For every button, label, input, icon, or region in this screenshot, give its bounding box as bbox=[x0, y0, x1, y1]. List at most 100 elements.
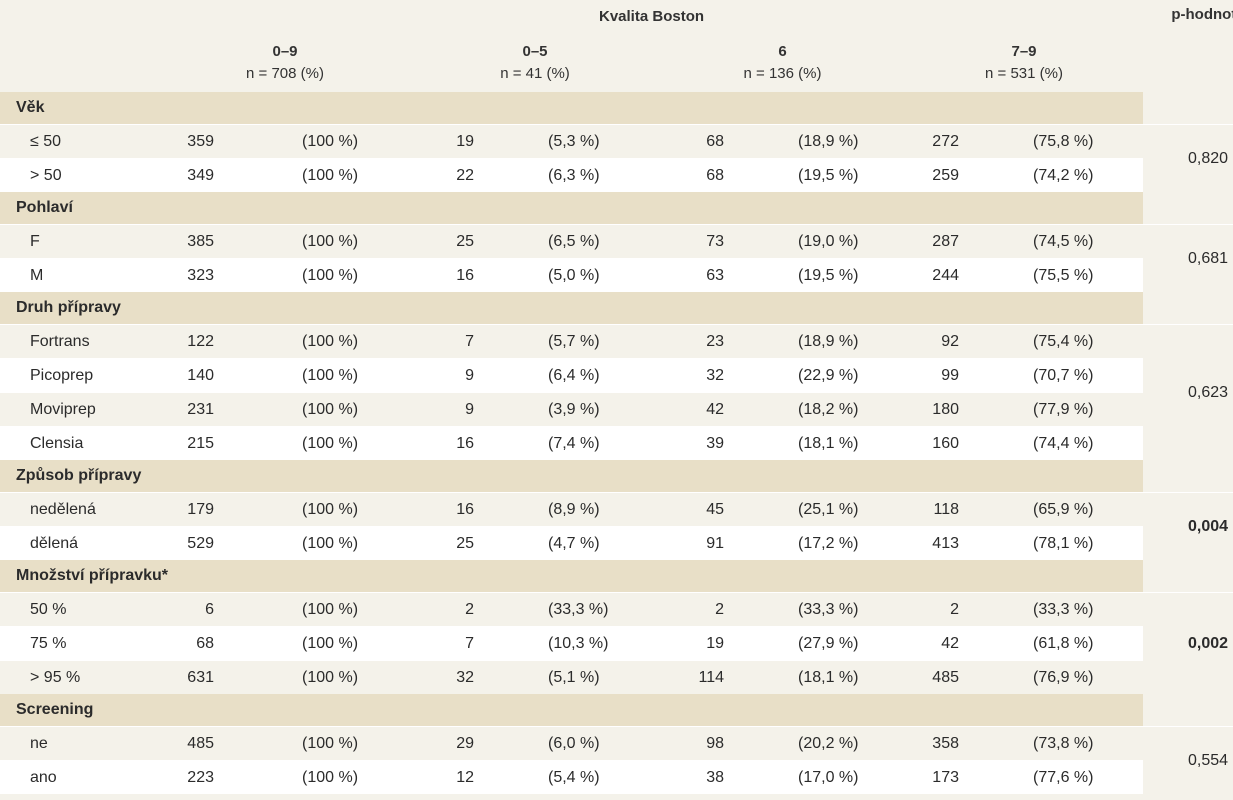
pvalue-header: p-hodnota bbox=[1171, 6, 1233, 23]
percent-cell: (76,9 %) bbox=[965, 660, 1144, 694]
row-label: M bbox=[0, 258, 160, 292]
percent-cell: (74,5 %) bbox=[965, 224, 1144, 259]
pvalue-cell: 0,002 bbox=[1143, 592, 1233, 694]
section-title: Způsob přípravy bbox=[0, 460, 1144, 493]
count-cell: 29 bbox=[410, 726, 480, 761]
percent-cell: (27,9 %) bbox=[730, 626, 905, 661]
percent-cell: (77,9 %) bbox=[965, 392, 1144, 427]
percent-cell: (4,7 %) bbox=[480, 526, 660, 560]
pvalue-cell: 0,820 bbox=[1143, 124, 1233, 192]
table-row: F 385 (100 %) 25 (6,5 %) 73 (19,0 %) 287 (74,5 %… bbox=[0, 224, 1233, 292]
row-label: dělená bbox=[0, 526, 160, 560]
percent-cell: (100 %) bbox=[220, 526, 410, 560]
count-cell: 259 bbox=[905, 158, 965, 192]
table-row: ne 485 (100 %) 29 (6,0 %) 98 (20,2 %) 358 (73,8 … bbox=[0, 726, 1233, 794]
empty-corner bbox=[0, 0, 160, 33]
percent-cell: (19,5 %) bbox=[730, 258, 905, 292]
percent-cell: (8,9 %) bbox=[480, 492, 660, 527]
pvalue-spacer bbox=[1143, 460, 1233, 493]
section-title: Množství přípravku* bbox=[0, 560, 1144, 593]
percent-cell: (100 %) bbox=[220, 392, 410, 427]
row-label: Moviprep bbox=[0, 392, 160, 427]
count-cell: 223 bbox=[160, 760, 220, 794]
count-cell: 2 bbox=[410, 592, 480, 627]
percent-cell: (74,4 %) bbox=[965, 426, 1144, 460]
row-label: > 50 bbox=[0, 158, 160, 192]
table-row: Picoprep 140 (100 %) 9 (6,4 %) 32 (22,9 %) 99 (7… bbox=[0, 358, 1233, 393]
count-cell: 25 bbox=[410, 224, 480, 259]
count-cell: 413 bbox=[905, 526, 965, 560]
count-cell: 99 bbox=[905, 358, 965, 393]
count-cell: 42 bbox=[660, 392, 730, 427]
percent-cell: (18,1 %) bbox=[730, 660, 905, 694]
section-row: Druh přípravy bbox=[0, 292, 1233, 325]
section-title: Věk bbox=[0, 92, 1144, 125]
count-cell: 16 bbox=[410, 426, 480, 460]
count-cell: 122 bbox=[160, 324, 220, 359]
pvalue-cell: 0,554 bbox=[1143, 726, 1233, 794]
count-cell: 42 bbox=[905, 626, 965, 661]
count-cell: 358 bbox=[905, 726, 965, 761]
count-cell: 272 bbox=[905, 124, 965, 159]
empty-corner-2 bbox=[0, 33, 160, 92]
group-title: Kvalita Boston bbox=[599, 8, 705, 25]
percent-cell: (6,5 %) bbox=[480, 224, 660, 259]
percent-cell: (73,8 %) bbox=[965, 726, 1144, 761]
percent-cell: (10,3 %) bbox=[480, 626, 660, 661]
column-header-1: 0–9 n = 708 (%) bbox=[160, 33, 410, 92]
table-row: Fortrans 122 (100 %) 7 (5,7 %) 23 (18,9 %) 92 (7… bbox=[0, 324, 1233, 460]
percent-cell: (17,0 %) bbox=[730, 760, 905, 794]
percent-cell: (100 %) bbox=[220, 258, 410, 292]
percent-cell: (33,3 %) bbox=[480, 592, 660, 627]
pvalue-cell: 0,681 bbox=[1143, 224, 1233, 292]
count-cell: 22 bbox=[410, 158, 480, 192]
count-cell: 25 bbox=[410, 526, 480, 560]
table-row: dělená 529 (100 %) 25 (4,7 %) 91 (17,2 %) 413 (7… bbox=[0, 526, 1233, 560]
row-label: Picoprep bbox=[0, 358, 160, 393]
count-cell: 287 bbox=[905, 224, 965, 259]
percent-cell: (78,1 %) bbox=[965, 526, 1144, 560]
count-cell: 19 bbox=[410, 124, 480, 159]
percent-cell: (7,4 %) bbox=[480, 426, 660, 460]
percent-cell: (65,9 %) bbox=[965, 492, 1144, 527]
percent-cell: (100 %) bbox=[220, 358, 410, 393]
table-row: > 50 349 (100 %) 22 (6,3 %) 68 (19,5 %) 259 (74,… bbox=[0, 158, 1233, 192]
count-cell: 385 bbox=[160, 224, 220, 259]
percent-cell: (33,3 %) bbox=[730, 592, 905, 627]
count-cell: 16 bbox=[410, 492, 480, 527]
count-cell: 173 bbox=[905, 760, 965, 794]
row-label: Fortrans bbox=[0, 324, 160, 359]
count-cell: 32 bbox=[410, 660, 480, 694]
percent-cell: (6,0 %) bbox=[480, 726, 660, 761]
count-cell: 180 bbox=[905, 392, 965, 427]
count-cell: 114 bbox=[660, 660, 730, 694]
count-cell: 92 bbox=[905, 324, 965, 359]
count-cell: 38 bbox=[660, 760, 730, 794]
count-cell: 98 bbox=[660, 726, 730, 761]
count-cell: 9 bbox=[410, 392, 480, 427]
percent-cell: (100 %) bbox=[220, 660, 410, 694]
percent-cell: (5,1 %) bbox=[480, 660, 660, 694]
percent-cell: (17,2 %) bbox=[730, 526, 905, 560]
count-cell: 73 bbox=[660, 224, 730, 259]
count-cell: 349 bbox=[160, 158, 220, 192]
count-cell: 32 bbox=[660, 358, 730, 393]
count-cell: 68 bbox=[160, 626, 220, 661]
percent-cell: (100 %) bbox=[220, 760, 410, 794]
count-cell: 244 bbox=[905, 258, 965, 292]
column-range: 0–5 bbox=[522, 42, 548, 60]
row-label: 75 % bbox=[0, 626, 160, 661]
percent-cell: (74,2 %) bbox=[965, 158, 1144, 192]
percent-cell: (19,5 %) bbox=[730, 158, 905, 192]
count-cell: 39 bbox=[660, 426, 730, 460]
percent-cell: (5,3 %) bbox=[480, 124, 660, 159]
pvalue-cell: 0,623 bbox=[1143, 324, 1233, 460]
row-label: 50 % bbox=[0, 592, 160, 627]
table-row: nedělená 179 (100 %) 16 (8,9 %) 45 (25,1 %) 118… bbox=[0, 492, 1233, 560]
percent-cell: (6,3 %) bbox=[480, 158, 660, 192]
count-cell: 23 bbox=[660, 324, 730, 359]
count-cell: 485 bbox=[160, 726, 220, 761]
column-count: n = 41 (%) bbox=[500, 64, 570, 82]
